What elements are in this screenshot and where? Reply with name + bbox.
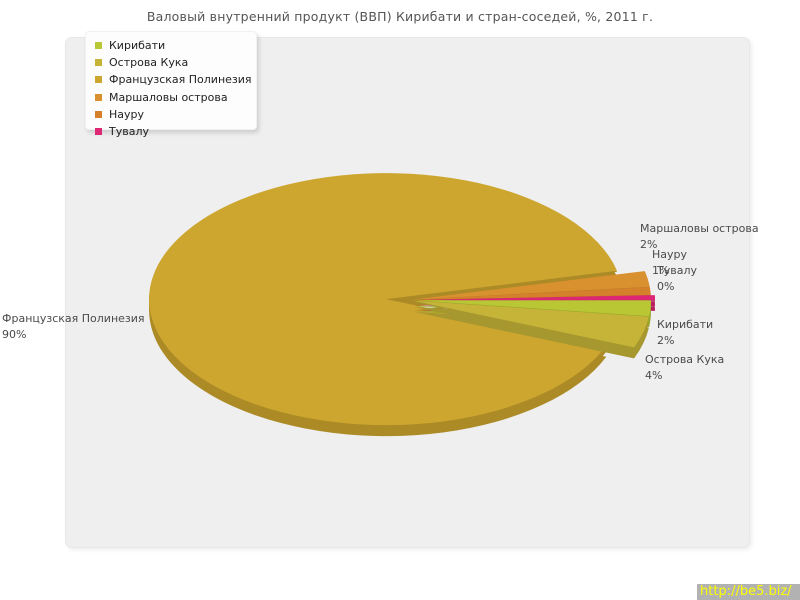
pie-slice-side — [413, 311, 649, 359]
pie-slice-label-percent: 2% — [640, 237, 658, 251]
legend-item: Острова Кука — [95, 56, 250, 69]
legend-item-label: Кирибати — [109, 39, 166, 52]
footer-link[interactable]: http://be5.biz/ — [697, 584, 800, 600]
pie-slice-label-name: Науру — [652, 248, 688, 261]
legend: Кирибати Острова Кука Французская Полине… — [85, 31, 257, 138]
legend-item: Науру — [95, 108, 250, 121]
pie-slice-label-percent: 90% — [2, 327, 27, 341]
pie-slice-label: Маршаловы острова 2% — [640, 221, 759, 252]
pie-slice-label: Тувалу 0% — [657, 263, 697, 294]
pie-slice-top — [414, 300, 651, 317]
legend-item-label: Острова Кука — [109, 56, 189, 70]
legend-item: Тувалу — [95, 125, 250, 138]
pie-slice-group — [149, 173, 617, 437]
legend-item: Маршаловы острова — [95, 91, 250, 104]
legend-item: Кирибати — [95, 39, 250, 52]
legend-item-label: Тувалу — [109, 124, 149, 138]
pie-slice-label-name: Французская Полинезия — [2, 312, 145, 325]
pie-slice-label: Науру 1% — [652, 247, 687, 278]
pie-slice-label-name: Тувалу — [657, 264, 697, 277]
pie-slice-group — [413, 300, 649, 359]
pie-slice-side — [413, 306, 649, 354]
pie-slice-label-name: Кирибати — [657, 318, 714, 331]
legend-swatch — [95, 127, 102, 135]
legend-item-label: Науру — [109, 107, 145, 121]
pie-slice-label: Острова Кука 4% — [645, 352, 724, 383]
chart-title: Валовый внутренний продукт (ВВП) Кирибат… — [146, 9, 654, 24]
legend-swatch — [95, 59, 102, 67]
pie-slice-top — [418, 295, 655, 300]
pie-slice-label-percent: 1% — [652, 263, 670, 277]
pie-slice-label: Французская Полинезия 90% — [2, 311, 145, 342]
pie-slice-label-name: Маршаловы острова — [640, 222, 759, 235]
pie-slice-top — [413, 300, 649, 348]
pie-slice-label: Кирибати 2% — [657, 317, 713, 348]
pie-slice-top — [413, 271, 650, 300]
pie-slice-top — [414, 287, 651, 300]
pie-slice-label-name: Острова Кука — [645, 353, 725, 366]
legend-item: Французская Полинезия — [95, 73, 252, 87]
legend-item-label: Маршаловы острова — [109, 90, 228, 104]
legend-swatch — [95, 93, 102, 101]
legend-swatch — [95, 110, 102, 118]
pie-slice-label-percent: 4% — [645, 368, 663, 382]
pie-slice-label-percent: 0% — [657, 279, 675, 293]
pie-slice-label-percent: 2% — [657, 333, 675, 347]
pie-slice-top — [149, 173, 617, 426]
legend-swatch — [95, 42, 102, 49]
legend-item-label: Французская Полинезия — [109, 73, 252, 87]
legend-swatch — [95, 76, 102, 84]
